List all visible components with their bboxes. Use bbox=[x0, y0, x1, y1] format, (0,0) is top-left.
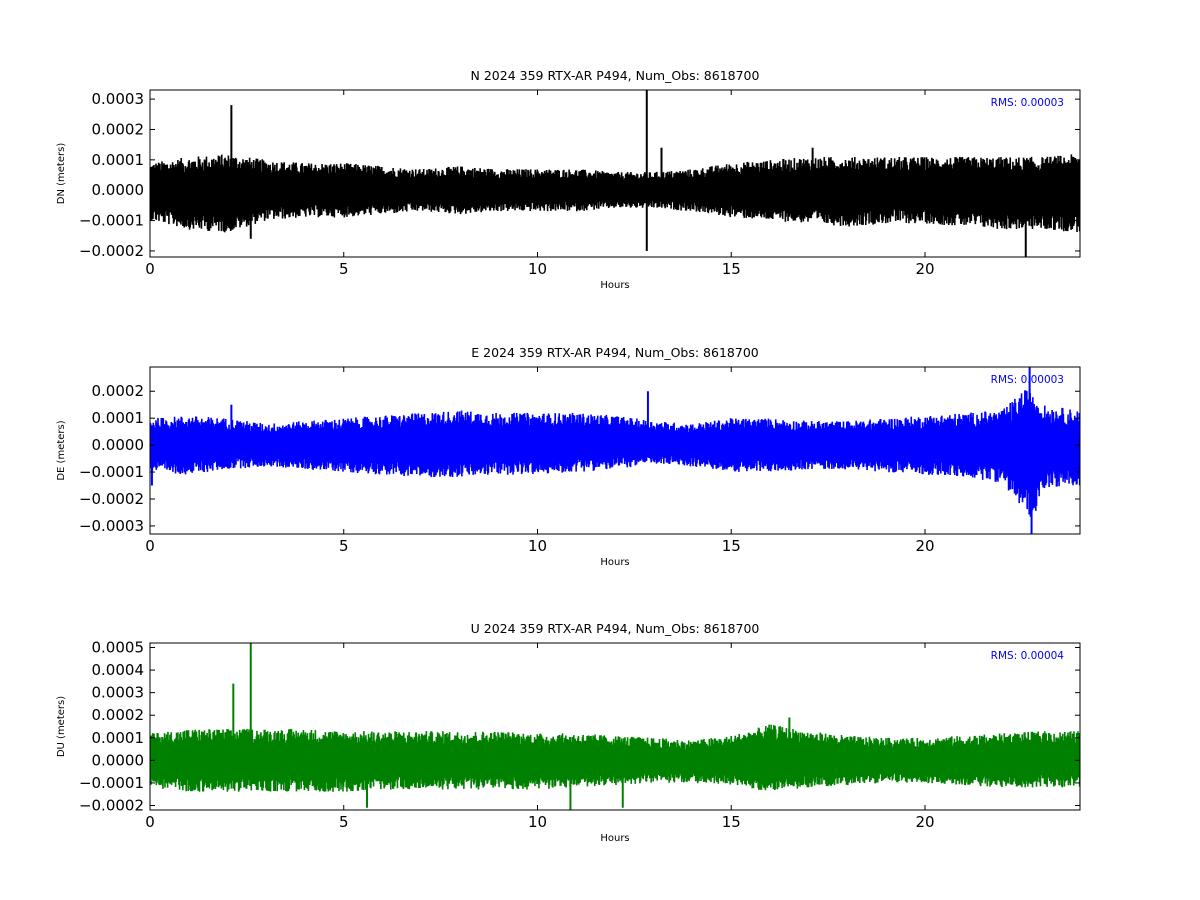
axes-frame bbox=[149, 642, 1081, 811]
y-tick-label: 0.0000 bbox=[92, 436, 145, 454]
x-tick-label: 15 bbox=[722, 813, 741, 831]
rms-annotation: RMS: 0.00003 bbox=[991, 374, 1064, 386]
data-series bbox=[150, 367, 1080, 534]
x-tick-label: 0 bbox=[145, 260, 155, 278]
plot-title: U 2024 359 RTX-AR P494, Num_Obs: 8618700 bbox=[471, 621, 760, 636]
x-tick-label: 15 bbox=[722, 260, 741, 278]
x-tick-label: 5 bbox=[339, 260, 349, 278]
data-trace bbox=[150, 154, 1080, 233]
y-tick-label: 0.0000 bbox=[92, 181, 145, 199]
x-tick-label: 10 bbox=[528, 260, 547, 278]
subplot-east: E 2024 359 RTX-AR P494, Num_Obs: 8618700… bbox=[56, 345, 1081, 568]
y-tick-label: 0.0001 bbox=[92, 409, 145, 427]
y-tick-label: −0.0001 bbox=[79, 774, 144, 792]
y-tick-label: 0.0002 bbox=[92, 120, 145, 138]
data-series bbox=[150, 90, 1080, 257]
subplot-north: N 2024 359 RTX-AR P494, Num_Obs: 8618700… bbox=[56, 68, 1081, 291]
axes-frame bbox=[149, 366, 1081, 535]
y-tick-label: 0.0004 bbox=[92, 661, 145, 679]
data-trace bbox=[150, 724, 1080, 792]
y-tick-label: −0.0001 bbox=[79, 463, 144, 481]
x-tick-label: 5 bbox=[339, 537, 349, 555]
subplot-up: U 2024 359 RTX-AR P494, Num_Obs: 8618700… bbox=[56, 621, 1081, 844]
y-axis-label: DN (meters) bbox=[56, 143, 67, 205]
y-tick-label: 0.0003 bbox=[92, 684, 145, 702]
y-tick-label: −0.0002 bbox=[79, 796, 144, 814]
x-axis-label: Hours bbox=[600, 833, 629, 844]
x-tick-label: 0 bbox=[145, 537, 155, 555]
y-tick-label: 0.0002 bbox=[92, 382, 145, 400]
y-tick-label: 0.0005 bbox=[92, 639, 145, 657]
rms-annotation: RMS: 0.00003 bbox=[991, 97, 1064, 109]
axes-frame bbox=[149, 89, 1081, 258]
x-tick-label: 20 bbox=[915, 813, 934, 831]
x-axis-label: Hours bbox=[600, 280, 629, 291]
y-tick-label: −0.0002 bbox=[79, 242, 144, 260]
x-tick-label: 20 bbox=[915, 260, 934, 278]
x-tick-label: 15 bbox=[722, 537, 741, 555]
y-tick-label: 0.0002 bbox=[92, 706, 145, 724]
x-tick-label: 10 bbox=[528, 813, 547, 831]
x-axis-label: Hours bbox=[600, 557, 629, 568]
y-axis-label: DE (meters) bbox=[56, 420, 67, 480]
y-axis-label: DU (meters) bbox=[56, 696, 67, 757]
data-series bbox=[150, 643, 1080, 810]
y-tick-label: −0.0002 bbox=[79, 490, 144, 508]
y-tick-label: −0.0003 bbox=[79, 517, 144, 535]
plot-title: N 2024 359 RTX-AR P494, Num_Obs: 8618700 bbox=[471, 68, 760, 83]
y-tick-label: 0.0001 bbox=[92, 729, 145, 747]
y-tick-label: −0.0001 bbox=[79, 212, 144, 230]
plot-title: E 2024 359 RTX-AR P494, Num_Obs: 8618700 bbox=[471, 345, 759, 360]
x-tick-label: 20 bbox=[915, 537, 934, 555]
data-trace bbox=[150, 388, 1080, 517]
y-tick-label: 0.0001 bbox=[92, 151, 145, 169]
x-tick-label: 10 bbox=[528, 537, 547, 555]
x-tick-label: 0 bbox=[145, 813, 155, 831]
x-tick-label: 5 bbox=[339, 813, 349, 831]
y-tick-label: 0.0003 bbox=[92, 90, 145, 108]
y-tick-label: 0.0000 bbox=[92, 751, 145, 769]
rms-annotation: RMS: 0.00004 bbox=[991, 650, 1065, 662]
